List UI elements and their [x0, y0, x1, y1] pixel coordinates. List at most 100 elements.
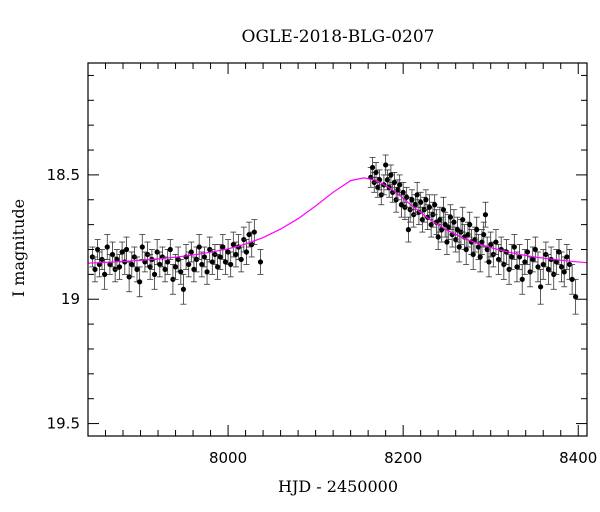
- data-point: [180, 273, 187, 305]
- plot-frame: [87, 62, 588, 437]
- data-point-marker: [180, 286, 187, 292]
- data-point: [106, 254, 113, 275]
- data-point: [92, 256, 99, 283]
- data-point-marker: [196, 244, 202, 250]
- data-point-marker: [137, 279, 143, 285]
- data-point: [156, 251, 163, 278]
- data-point-marker: [373, 169, 379, 176]
- y-tick-label: 19.5: [47, 415, 80, 433]
- data-point: [384, 169, 391, 191]
- data-point-marker: [477, 254, 483, 260]
- data-point-marker: [465, 231, 471, 238]
- data-point: [204, 259, 211, 285]
- data-point-marker: [191, 266, 197, 272]
- data-point-marker: [404, 194, 410, 200]
- data-point: [431, 194, 438, 216]
- data-point: [558, 251, 565, 283]
- data-point: [232, 241, 239, 268]
- data-point-marker: [397, 182, 403, 188]
- data-point: [480, 221, 487, 248]
- data-point-marker: [104, 244, 110, 250]
- data-point-marker: [405, 227, 412, 233]
- data-point-marker: [493, 239, 499, 245]
- data-point-marker: [470, 251, 476, 258]
- data-point-marker: [257, 259, 264, 265]
- data-point-marker: [559, 264, 565, 270]
- data-point-marker: [535, 264, 541, 270]
- data-point-marker: [157, 261, 163, 268]
- data-point-marker: [188, 249, 194, 255]
- data-point: [136, 266, 143, 298]
- data-point-marker: [165, 259, 171, 265]
- data-point: [162, 256, 169, 283]
- data-point-marker: [119, 249, 125, 255]
- model-curve: [87, 177, 588, 264]
- data-point: [561, 256, 568, 288]
- data-point-marker: [479, 239, 485, 245]
- data-point: [382, 154, 389, 176]
- data-point-marker: [414, 192, 420, 198]
- data-point-marker: [95, 246, 101, 253]
- data-point-marker: [540, 261, 546, 268]
- data-point-marker: [451, 219, 457, 225]
- data-point: [521, 249, 528, 275]
- data-point-marker: [369, 164, 376, 171]
- data-point: [398, 191, 405, 218]
- data-point-marker: [409, 197, 415, 203]
- y-axis-ticks: 18.5 19 19.5: [47, 74, 587, 433]
- data-point-marker: [426, 204, 433, 210]
- data-point-marker: [214, 264, 221, 270]
- y-tick-label: 19: [61, 290, 80, 308]
- data-point-marker: [246, 231, 252, 238]
- data-point: [405, 216, 412, 243]
- data-point: [417, 191, 424, 213]
- data-point-marker: [92, 266, 98, 272]
- data-point-marker: [423, 197, 429, 203]
- x-axis-label: HJD - 2450000: [278, 477, 398, 496]
- data-point-marker: [509, 254, 515, 260]
- data-point-marker: [530, 256, 536, 263]
- data-point-marker: [395, 187, 401, 193]
- data-point-marker: [522, 259, 528, 265]
- data-point: [569, 264, 576, 295]
- data-point-marker: [495, 256, 502, 263]
- data-point-marker: [238, 256, 244, 263]
- x-tick-label: 8400: [559, 449, 597, 467]
- data-point: [172, 254, 179, 280]
- data-point-marker: [488, 241, 494, 248]
- data-point-marker: [134, 266, 140, 272]
- data-point-marker: [123, 246, 130, 253]
- data-point: [196, 234, 203, 260]
- data-point-marker: [440, 207, 447, 213]
- data-point: [492, 229, 499, 255]
- data-point: [563, 244, 570, 270]
- data-point-marker: [564, 254, 570, 260]
- y-tick-label: 18.5: [47, 166, 80, 184]
- data-point: [482, 201, 489, 228]
- data-point-marker: [129, 261, 135, 268]
- data-point-marker: [151, 271, 158, 277]
- data-point-marker: [186, 261, 192, 268]
- data-point-marker: [251, 229, 257, 235]
- data-point-marker: [532, 246, 538, 253]
- data-point: [164, 249, 171, 275]
- data-point-marker: [437, 217, 443, 223]
- data-point-marker: [199, 261, 205, 268]
- data-point: [537, 268, 544, 305]
- data-point-marker: [222, 259, 229, 265]
- data-point-marker: [384, 177, 390, 183]
- data-point: [534, 251, 541, 283]
- data-point-marker: [107, 261, 113, 268]
- data-point: [440, 196, 447, 223]
- data-point-marker: [391, 179, 398, 185]
- data-point: [403, 186, 410, 208]
- data-point-marker: [233, 251, 239, 258]
- data-point-marker: [569, 276, 575, 282]
- data-point-marker: [511, 244, 517, 250]
- data-point: [167, 239, 174, 260]
- data-point: [369, 157, 376, 178]
- data-point-marker: [209, 259, 215, 265]
- data-point-marker: [538, 284, 544, 290]
- data-point: [209, 249, 216, 275]
- data-point-marker: [102, 271, 108, 277]
